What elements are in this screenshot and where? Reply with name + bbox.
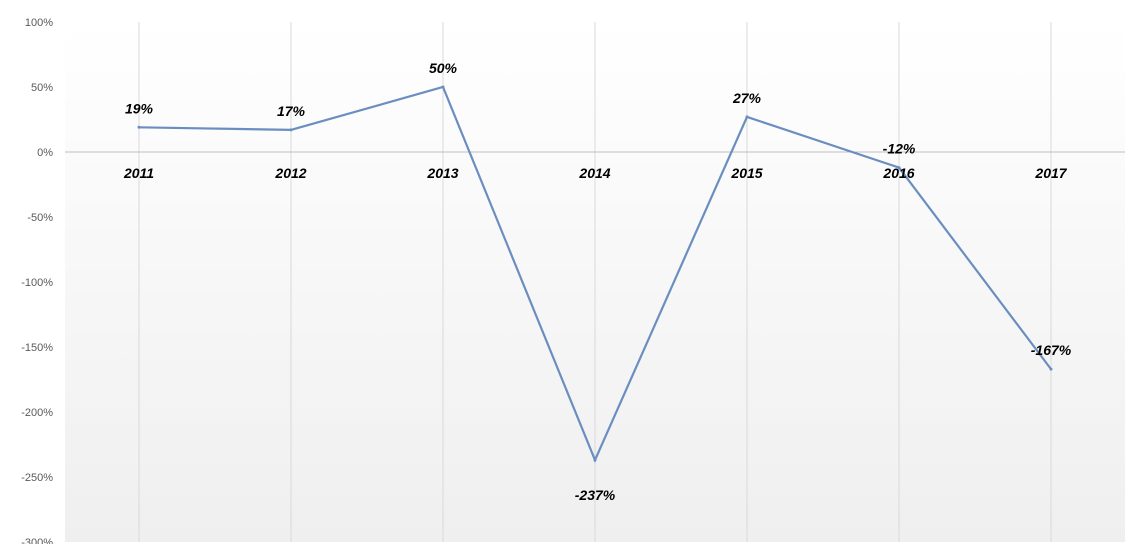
x-tick-label-2012: 2012 <box>274 165 306 181</box>
y-axis: 100% 50% 0% -50% -100% -150% -200% -250% -300% <box>21 17 53 544</box>
y-tick-label: -100% <box>21 277 53 289</box>
y-tick-label: -50% <box>27 212 53 224</box>
data-point-2017 <box>1050 368 1053 371</box>
x-tick-label-2014: 2014 <box>578 165 610 181</box>
y-tick-label: -150% <box>21 342 53 354</box>
y-tick-label: -250% <box>21 472 53 484</box>
x-tick-label-2017: 2017 <box>1034 165 1067 181</box>
data-label-2016: -12% <box>883 141 916 157</box>
data-point-2011 <box>138 126 141 129</box>
y-tick-label: -300% <box>21 537 53 544</box>
y-tick-label: 100% <box>25 17 53 29</box>
y-tick-label: 50% <box>31 82 53 94</box>
data-point-2014 <box>594 459 597 462</box>
data-label-2011: 19% <box>125 100 154 116</box>
data-label-2017: -167% <box>1031 342 1072 358</box>
y-tick-label: -200% <box>21 407 53 419</box>
data-point-2013 <box>442 86 445 89</box>
y-tick-label: 0% <box>37 147 53 159</box>
data-label-2013: 50% <box>429 60 458 76</box>
x-tick-label-2016: 2016 <box>882 165 914 181</box>
data-label-2012: 17% <box>277 103 306 119</box>
x-tick-label-2013: 2013 <box>426 165 458 181</box>
data-point-2015 <box>746 115 749 118</box>
data-label-2014: -237% <box>575 487 616 503</box>
data-label-2015: 27% <box>732 90 762 106</box>
x-tick-label-2015: 2015 <box>730 165 762 181</box>
x-tick-label-2011: 2011 <box>123 165 154 181</box>
data-point-2012 <box>290 128 293 131</box>
